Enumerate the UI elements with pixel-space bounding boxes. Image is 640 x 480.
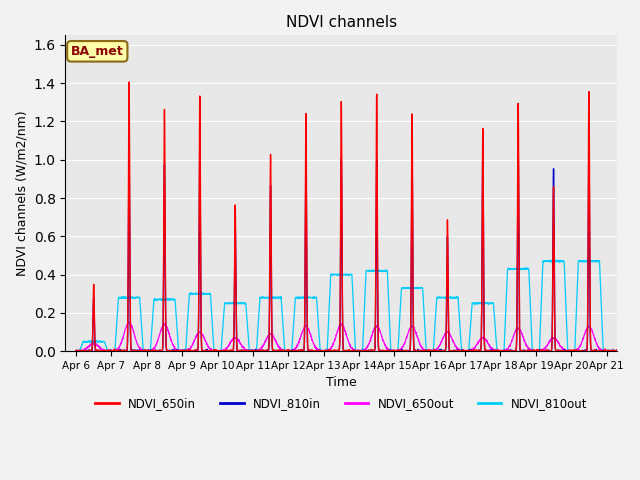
- NDVI_810in: [620, 348, 628, 354]
- NDVI_650in: [72, 348, 80, 354]
- X-axis label: Time: Time: [326, 376, 356, 389]
- NDVI_810out: [72, 348, 80, 354]
- NDVI_650out: [135, 344, 143, 349]
- NDVI_810in: [610, 348, 618, 354]
- NDVI_810out: [307, 295, 314, 300]
- NDVI_810in: [550, 285, 558, 291]
- NDVI_810in: [72, 348, 80, 354]
- NDVI_810in: [167, 348, 175, 354]
- NDVI_650in: [135, 348, 143, 354]
- NDVI_650in: [168, 348, 175, 354]
- NDVI_650in: [610, 348, 618, 354]
- NDVI_650in: [620, 348, 628, 354]
- NDVI_810out: [550, 257, 557, 263]
- NDVI_650in: [72, 348, 80, 354]
- Legend: NDVI_650in, NDVI_810in, NDVI_650out, NDVI_810out: NDVI_650in, NDVI_810in, NDVI_650out, NDV…: [91, 392, 592, 415]
- NDVI_810out: [551, 258, 559, 264]
- NDVI_650in: [307, 348, 314, 354]
- Line: NDVI_810out: NDVI_810out: [76, 260, 624, 351]
- NDVI_810in: [306, 347, 314, 353]
- NDVI_650in: [125, 79, 133, 85]
- NDVI_810out: [73, 348, 81, 354]
- Title: NDVI channels: NDVI channels: [285, 15, 397, 30]
- NDVI_810in: [282, 348, 290, 354]
- NDVI_810out: [610, 348, 618, 354]
- NDVI_650out: [168, 338, 175, 344]
- NDVI_650out: [283, 348, 291, 354]
- NDVI_810out: [135, 295, 143, 300]
- NDVI_650in: [551, 327, 559, 333]
- NDVI_650out: [125, 319, 133, 325]
- NDVI_810out: [620, 348, 628, 354]
- Line: NDVI_650out: NDVI_650out: [76, 322, 624, 351]
- Line: NDVI_650in: NDVI_650in: [76, 82, 624, 351]
- NDVI_810out: [168, 296, 175, 301]
- Text: BA_met: BA_met: [71, 45, 124, 58]
- NDVI_650out: [72, 348, 80, 354]
- NDVI_650in: [283, 348, 291, 354]
- NDVI_650out: [307, 331, 314, 336]
- NDVI_810in: [134, 348, 142, 354]
- Line: NDVI_810in: NDVI_810in: [76, 151, 624, 351]
- NDVI_650out: [551, 335, 559, 341]
- NDVI_650out: [610, 348, 618, 353]
- NDVI_810in: [585, 148, 593, 154]
- Y-axis label: NDVI channels (W/m2/nm): NDVI channels (W/m2/nm): [15, 110, 28, 276]
- NDVI_650out: [620, 348, 628, 354]
- NDVI_810out: [283, 348, 291, 354]
